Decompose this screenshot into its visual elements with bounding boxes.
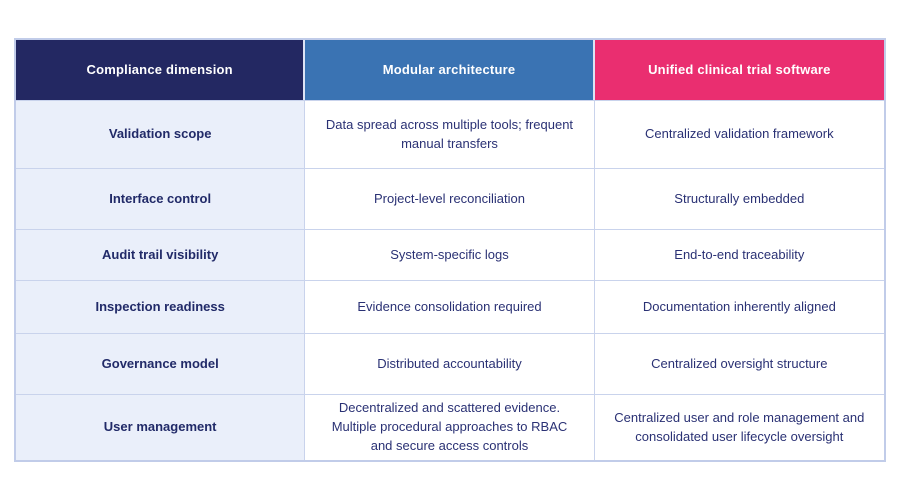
unified-cell: Centralized user and role management and… bbox=[594, 394, 884, 460]
table-row-governance-model: Governance model Distributed accountabil… bbox=[16, 333, 884, 394]
column-header-modular-architecture: Modular architecture bbox=[305, 40, 595, 100]
modular-cell: Data spread across multiple tools; frequ… bbox=[305, 100, 595, 168]
dimension-cell: User management bbox=[16, 394, 306, 460]
modular-cell: Distributed accountability bbox=[305, 333, 595, 394]
table-row-validation-scope: Validation scope Data spread across mult… bbox=[16, 100, 884, 168]
dimension-cell: Audit trail visibility bbox=[16, 229, 306, 280]
table-row-audit-trail-visibility: Audit trail visibility System-specific l… bbox=[16, 229, 884, 280]
modular-cell: Evidence consolidation required bbox=[305, 280, 595, 333]
dimension-cell: Interface control bbox=[16, 168, 306, 229]
unified-cell: Structurally embedded bbox=[594, 168, 884, 229]
table-row-interface-control: Interface control Project-level reconcil… bbox=[16, 168, 884, 229]
unified-cell: Centralized validation framework bbox=[594, 100, 884, 168]
modular-cell: System-specific logs bbox=[305, 229, 595, 280]
table-header-row: Compliance dimension Modular architectur… bbox=[16, 40, 884, 100]
table-row-inspection-readiness: Inspection readiness Evidence consolidat… bbox=[16, 280, 884, 333]
dimension-cell: Inspection readiness bbox=[16, 280, 306, 333]
modular-cell: Decentralized and scattered evidence. Mu… bbox=[305, 394, 595, 460]
column-header-compliance-dimension: Compliance dimension bbox=[16, 40, 306, 100]
dimension-cell: Validation scope bbox=[16, 100, 306, 168]
table-row-user-management: User management Decentralized and scatte… bbox=[16, 394, 884, 460]
unified-cell: Documentation inherently aligned bbox=[594, 280, 884, 333]
unified-cell: Centralized oversight structure bbox=[594, 333, 884, 394]
dimension-cell: Governance model bbox=[16, 333, 306, 394]
column-header-unified-clinical-trial-software: Unified clinical trial software bbox=[594, 40, 884, 100]
comparison-table: Compliance dimension Modular architectur… bbox=[14, 38, 886, 462]
unified-cell: End-to-end traceability bbox=[594, 229, 884, 280]
modular-cell: Project-level reconciliation bbox=[305, 168, 595, 229]
